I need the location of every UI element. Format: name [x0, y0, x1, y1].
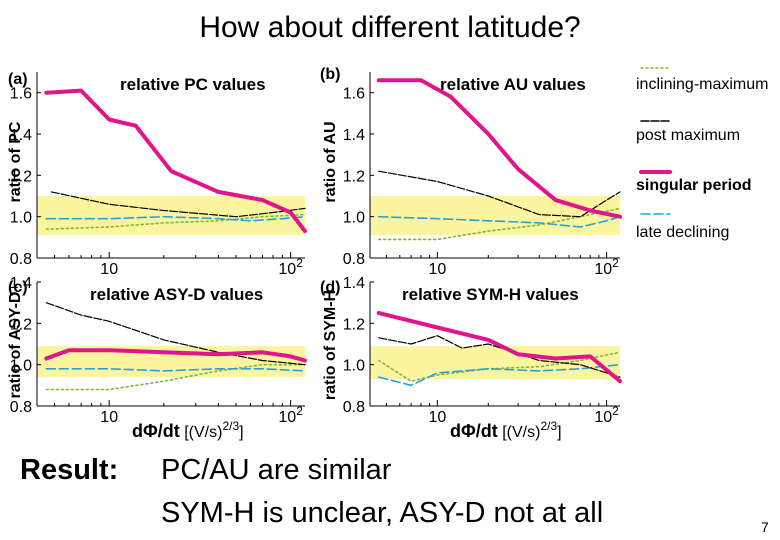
x-tick-label: 10 — [428, 409, 446, 426]
legend: inclining-maximum post maximum singular pe… — [636, 67, 768, 241]
x-tick-label: 102 — [594, 404, 619, 426]
chart-panel-a: 1.6 1.4 1.2 1.0 0.8 10 102 (a) relative PC value… — [7, 71, 307, 278]
y-tick-label: 1.4 — [343, 127, 365, 144]
series-line-singular-period — [44, 348, 307, 363]
legend-label: post maximum — [636, 127, 740, 144]
series-line-late-declining — [45, 215, 306, 222]
x-axis-label: dΦ/dt [(V/s)2/3] — [450, 419, 562, 441]
y-tick-label: 0.8 — [343, 399, 365, 416]
series-line-singular-period — [376, 78, 622, 219]
y-tick-label: 0.8 — [343, 251, 365, 268]
series-line-singular-period — [376, 311, 622, 384]
slide-number: 7 — [761, 519, 769, 535]
x-tick-label: 102 — [278, 404, 303, 426]
result-label: Result: — [20, 454, 119, 486]
y-tick-label: 1.0 — [10, 210, 32, 227]
reference-band — [370, 346, 620, 380]
panel-title: relative ASY-D values — [90, 285, 263, 304]
x-tick-label: 102 — [278, 256, 303, 278]
series-line-post-maximum — [378, 335, 621, 378]
y-tick-label: 1.0 — [343, 210, 365, 227]
panel-title: relative PC values — [120, 75, 266, 94]
chart-panel-d: 1.4 1.2 1.0 0.8 10 102 (d) relative SYM-H value… — [320, 275, 622, 426]
panel-label: (b) — [320, 66, 340, 83]
series-line-inclining-maximum — [45, 213, 306, 230]
panel-label: (a) — [8, 71, 28, 88]
y-tick-label: 1.2 — [10, 316, 32, 333]
y-axis-label: ratio of PC — [7, 121, 24, 202]
y-tick-label: 1.4 — [10, 127, 32, 144]
series-line-late-declining — [45, 367, 306, 372]
y-tick-label: 0.8 — [10, 399, 32, 416]
chart-panel-c: 1.4 1.2 1.0 0.8 10 102 (c) relative ASY-D value… — [7, 275, 307, 426]
y-tick-label: 1.4 — [10, 275, 32, 292]
y-axis-label: ratio of AU — [322, 121, 339, 202]
y-tick-label: 0.8 — [10, 251, 32, 268]
x-tick-label: 10 — [100, 261, 118, 278]
reference-band — [370, 196, 620, 236]
legend-label: inclining-maximum — [636, 76, 768, 93]
legend-label: late declining — [636, 224, 729, 241]
y-tick-label: 1.2 — [343, 316, 365, 333]
series-line-late-declining — [377, 363, 621, 387]
series-line-singular-period — [44, 88, 307, 234]
y-tick-label: 1.2 — [10, 168, 32, 185]
series-line-post-maximum — [50, 191, 306, 218]
panel-title: relative SYM-H values — [402, 285, 579, 304]
result-line-2: SYM-H is unclear, ASY-D not at all — [161, 497, 604, 529]
series-line-post-maximum — [378, 170, 621, 218]
slide-title: How about different latitude? — [199, 11, 581, 44]
y-axis-label: ratio of ASY-D — [7, 292, 24, 399]
result-line-1: PC/AU are similar — [161, 454, 392, 486]
y-tick-label: 1.0 — [10, 358, 32, 375]
y-tick-label: 1.4 — [343, 275, 365, 292]
x-tick-label: 102 — [594, 256, 619, 278]
y-tick-label: 1.0 — [343, 358, 365, 375]
series-line-inclining-maximum — [45, 363, 306, 391]
x-tick-label: 10 — [100, 409, 118, 426]
panel-label: (d) — [320, 279, 340, 296]
y-tick-label: 1.6 — [10, 86, 32, 103]
series-line-post-maximum — [45, 302, 306, 366]
chart-panel-b: 1.6 1.4 1.2 1.0 0.8 10 102 (b) relative AU value… — [320, 66, 622, 278]
reference-band — [37, 196, 305, 236]
legend-label: singular period — [636, 177, 752, 194]
x-tick-label: 10 — [428, 261, 446, 278]
y-tick-label: 1.2 — [343, 168, 365, 185]
y-tick-label: 1.6 — [343, 86, 365, 103]
x-axis-label: dΦ/dt [(V/s)2/3] — [132, 419, 244, 441]
series-line-late-declining — [377, 215, 621, 228]
series-line-inclining-maximum — [377, 207, 621, 241]
panel-title: relative AU values — [440, 75, 586, 94]
panel-label: (c) — [8, 279, 28, 296]
y-axis-label: ratio of SYM-H — [322, 290, 339, 400]
